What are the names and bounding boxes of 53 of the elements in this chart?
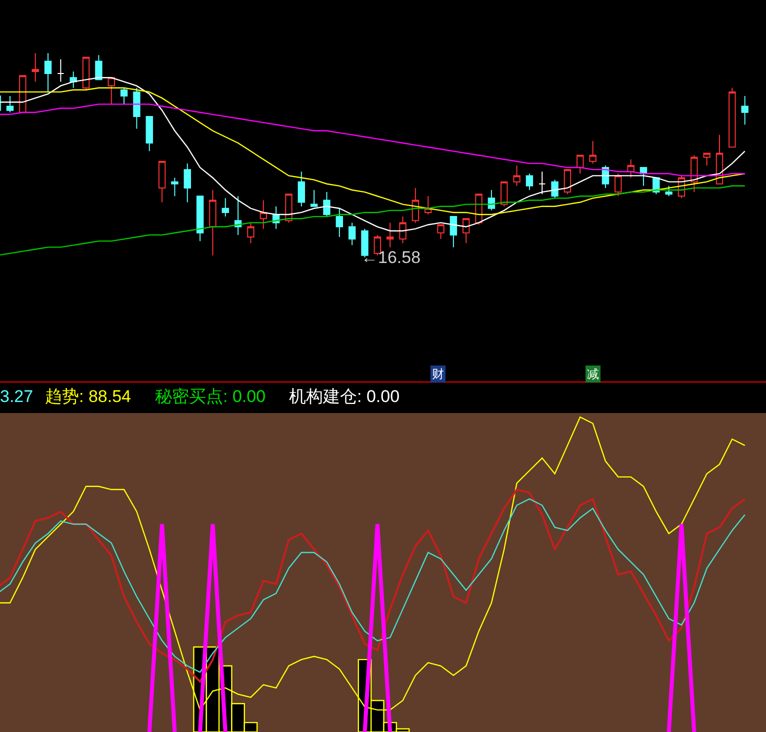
candlestick (386, 222, 394, 248)
candlestick (19, 75, 26, 113)
text: 财 (432, 367, 444, 381)
candlestick (500, 181, 508, 207)
candlestick (209, 190, 216, 256)
candlestick (70, 71, 77, 88)
candlestick (513, 164, 520, 186)
candlestick (234, 196, 242, 236)
candlestick (184, 162, 191, 203)
candlestick (741, 96, 748, 126)
candlestick (336, 208, 344, 238)
candlestick (450, 216, 458, 248)
candlestick (627, 158, 634, 178)
candlestick (32, 52, 39, 82)
candlestick (146, 116, 153, 152)
candlestick (133, 87, 140, 130)
text: 减 (587, 367, 599, 381)
candlestick (44, 52, 52, 92)
candlestick (298, 171, 306, 207)
candlestick (310, 190, 318, 207)
candlestick (196, 196, 204, 242)
text: 3.27 (0, 387, 34, 406)
candlestick (82, 56, 90, 90)
candlestick (260, 200, 267, 230)
text: 趋势: 88.54 (45, 387, 131, 406)
candlestick (690, 154, 698, 193)
candlestick (171, 177, 178, 197)
candlestick (158, 160, 166, 203)
candlestick (399, 216, 406, 244)
annotation: ←16.58 (361, 248, 421, 267)
candlestick (589, 140, 596, 164)
candlestick (95, 54, 102, 80)
candlestick (703, 152, 710, 166)
candlestick (728, 87, 736, 148)
candlestick (247, 222, 254, 244)
candlestick (526, 173, 534, 190)
candlestick (614, 173, 622, 197)
candlestick (120, 87, 128, 105)
candlestick (576, 154, 584, 174)
candlestick (108, 77, 115, 105)
candlestick (462, 218, 470, 244)
candlestick (6, 96, 14, 113)
text: 机构建仓: 0.00 (289, 387, 400, 406)
candlestick (538, 171, 546, 195)
candlestick (222, 198, 229, 218)
candlestick (323, 192, 330, 218)
candlestick (348, 222, 356, 246)
text: 秘密买点: 0.00 (155, 387, 266, 406)
candlestick (564, 169, 572, 195)
candlestick (57, 58, 64, 82)
candlestick (437, 224, 444, 240)
candlestick (285, 194, 292, 224)
candlestick (551, 179, 558, 199)
